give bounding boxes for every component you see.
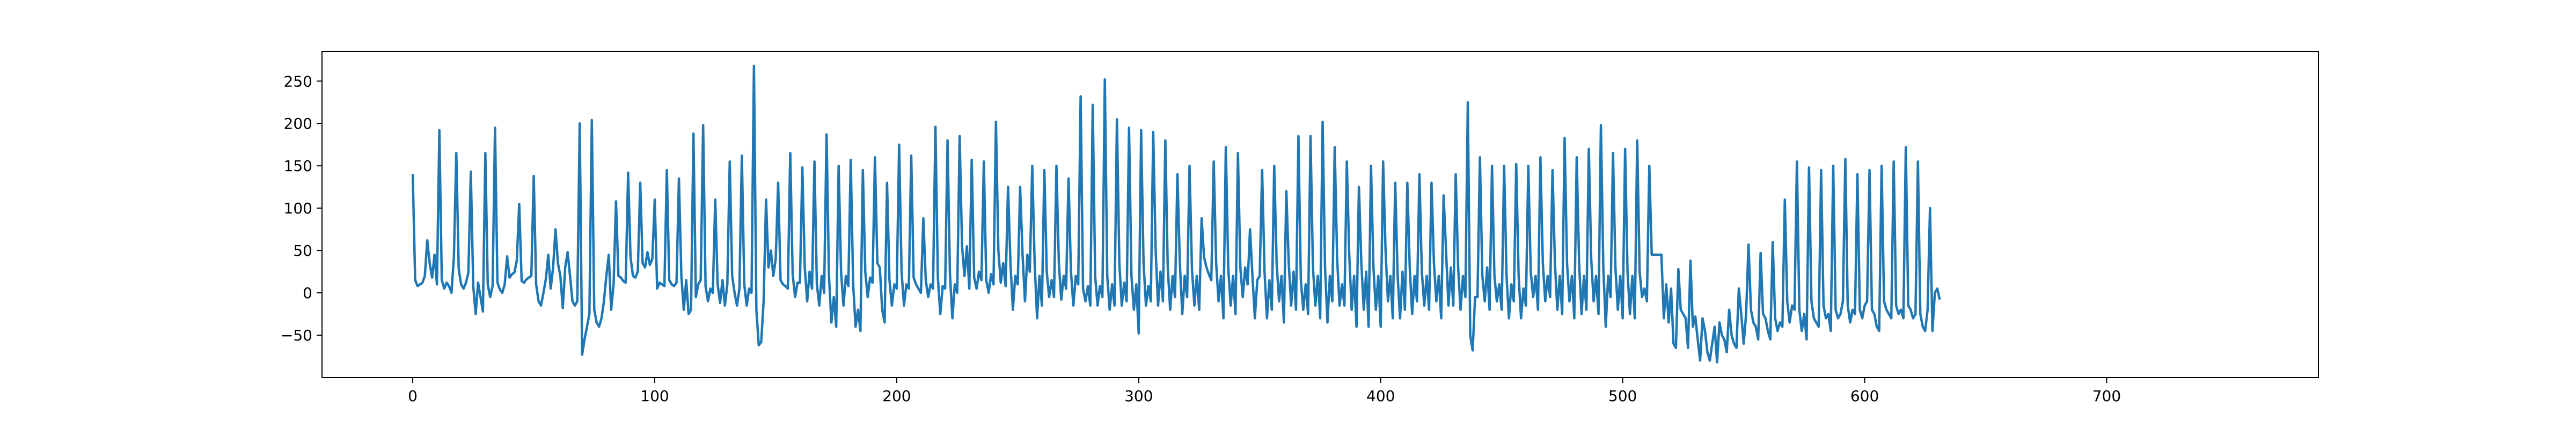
x-tick-label: 600 xyxy=(1850,387,1879,405)
y-tick-label: 150 xyxy=(284,157,312,175)
axes-frame xyxy=(321,51,2319,378)
x-tick-label: 0 xyxy=(408,387,418,405)
y-tick-label: 0 xyxy=(303,284,312,302)
x-tick-label: 500 xyxy=(1608,387,1637,405)
y-tick-label: −50 xyxy=(281,327,312,344)
x-tick-label: 300 xyxy=(1124,387,1153,405)
x-tick-label: 400 xyxy=(1366,387,1395,405)
x-tick-label: 700 xyxy=(2092,387,2121,405)
series-line-0 xyxy=(411,64,1941,364)
y-tick-label: 100 xyxy=(284,199,312,217)
x-axis: 0 100 200 300 400 500 600 700 xyxy=(408,378,2121,405)
x-tick-label: 200 xyxy=(882,387,911,405)
series-layer xyxy=(411,64,1941,364)
y-axis: −50 0 50 100 150 200 250 xyxy=(281,72,322,344)
x-tick-label: 100 xyxy=(640,387,669,405)
y-tick-label: 50 xyxy=(293,242,312,260)
y-tick-label: 250 xyxy=(284,72,312,90)
y-tick-label: 200 xyxy=(284,115,312,132)
